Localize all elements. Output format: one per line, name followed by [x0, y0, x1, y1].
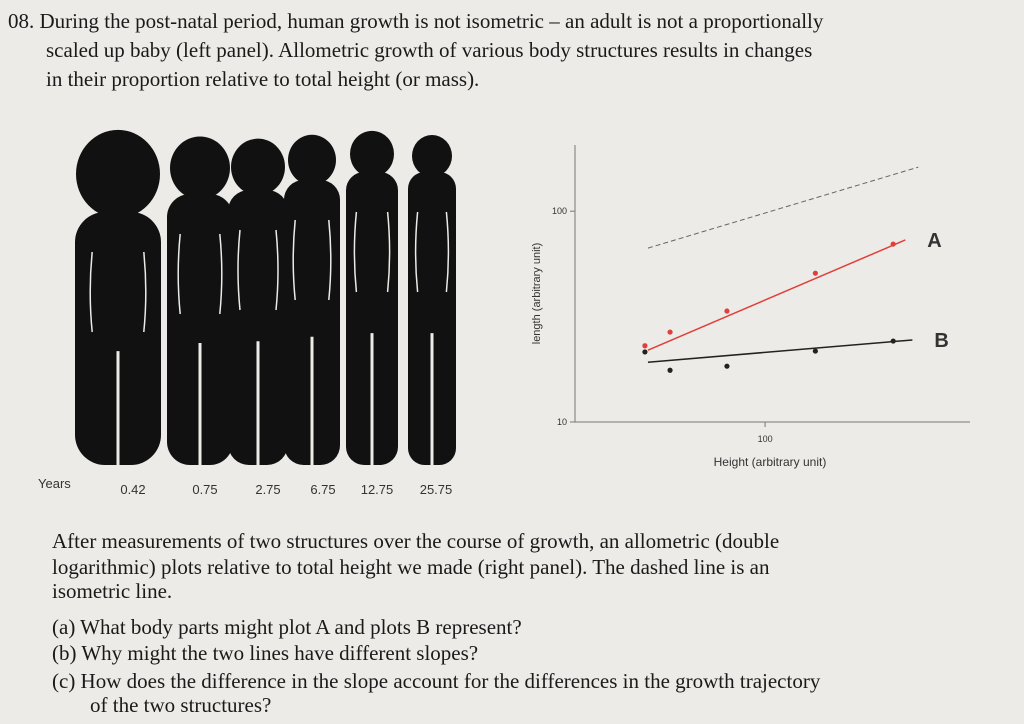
body — [408, 172, 456, 465]
head — [350, 130, 394, 178]
body-line: (b) Why might the two lines have differe… — [52, 641, 478, 665]
arm-line — [237, 229, 279, 311]
age-label: 25.75 — [420, 482, 453, 497]
age-label: 0.42 — [120, 482, 145, 497]
x-tick-label: 100 — [758, 434, 773, 444]
arm-line — [177, 233, 223, 315]
data-point — [642, 343, 648, 349]
silhouettes — [75, 129, 456, 466]
data-point — [724, 308, 730, 314]
head — [76, 129, 160, 219]
head — [288, 134, 336, 186]
body-line: (a) What body parts might plot A and plo… — [52, 615, 522, 639]
y-tick-label: 100 — [552, 206, 567, 216]
data-point — [724, 363, 730, 369]
body — [346, 172, 398, 465]
question-line: scaled up baby (left panel). Allometric … — [46, 38, 812, 62]
age-label: 2.75 — [255, 482, 280, 497]
series-label: A — [927, 230, 941, 252]
y-tick-label: 10 — [557, 417, 567, 427]
body-line: isometric line. — [52, 579, 172, 603]
data-point — [812, 270, 818, 276]
x-axis-label: Height (arbitrary unit) — [714, 455, 827, 469]
age-label: 6.75 — [310, 482, 335, 497]
arm-line — [353, 211, 391, 293]
body — [228, 190, 288, 465]
body — [75, 212, 161, 465]
question-line: in their proportion relative to total he… — [46, 67, 479, 91]
head — [412, 135, 452, 177]
body — [284, 180, 340, 465]
data-point — [890, 338, 896, 344]
body-line: logarithmic) plots relative to total hei… — [52, 555, 770, 579]
data-point — [667, 367, 673, 373]
head — [231, 138, 285, 196]
data-point — [812, 348, 818, 354]
age-label: 0.75 — [192, 482, 217, 497]
series-label: B — [934, 330, 948, 352]
body-line: of the two structures? — [90, 693, 271, 717]
arm-line — [414, 211, 450, 293]
data-point — [667, 329, 673, 335]
fit-line — [647, 339, 913, 364]
years-label: Years — [38, 476, 71, 491]
arm-line — [292, 219, 332, 301]
data-point — [642, 349, 648, 355]
body-line: After measurements of two structures ove… — [52, 529, 779, 553]
data-point — [890, 241, 896, 247]
body — [167, 194, 233, 465]
head — [170, 136, 230, 200]
arm-line — [89, 251, 147, 333]
age-label: 12.75 — [361, 482, 394, 497]
question-line: 08. During the post-natal period, human … — [8, 9, 824, 33]
body-line: (c) How does the difference in the slope… — [52, 669, 821, 693]
isometric-line — [647, 166, 919, 249]
y-axis-label: length (arbitrary unit) — [531, 243, 543, 345]
fit-line — [647, 239, 906, 351]
